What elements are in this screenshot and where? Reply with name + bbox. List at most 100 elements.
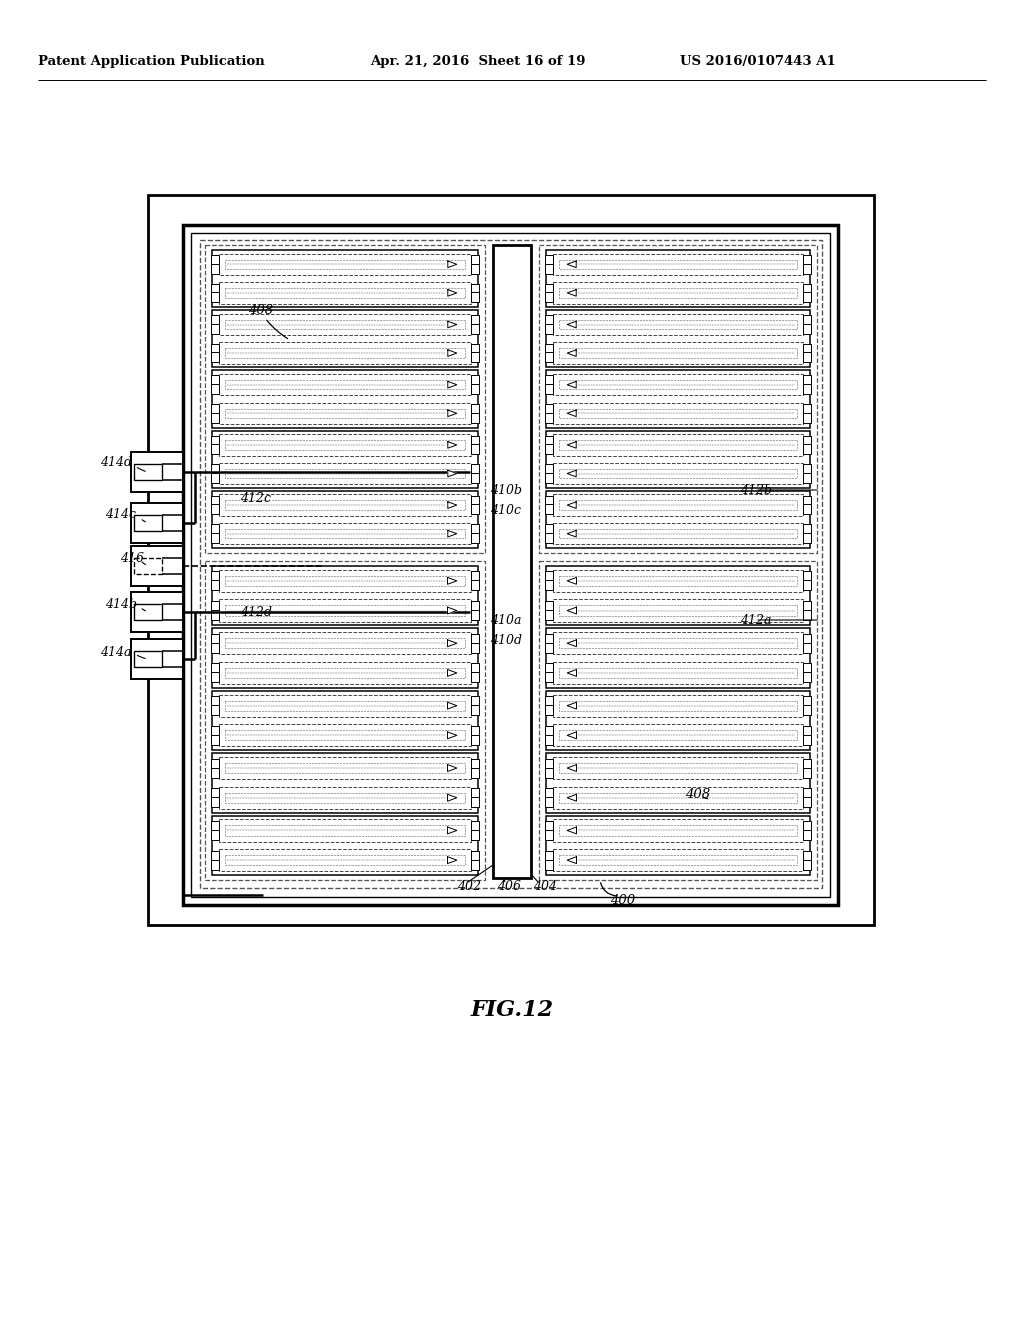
Bar — [803, 797, 811, 808]
Bar — [545, 581, 553, 590]
Bar — [211, 859, 219, 870]
Bar — [803, 601, 811, 611]
Bar — [133, 603, 162, 620]
Bar — [546, 566, 810, 626]
Bar — [219, 463, 471, 484]
Bar — [225, 319, 465, 329]
Bar — [471, 504, 479, 515]
Bar — [803, 436, 811, 446]
Bar — [211, 533, 219, 543]
Bar — [803, 830, 811, 840]
Bar — [803, 610, 811, 620]
Bar — [225, 440, 465, 450]
Bar — [471, 404, 479, 414]
Text: 412d: 412d — [240, 606, 272, 619]
Bar — [205, 561, 485, 880]
Bar — [131, 639, 183, 678]
Bar — [225, 730, 465, 741]
Bar — [211, 284, 219, 293]
Bar — [559, 319, 797, 329]
Bar — [211, 788, 219, 799]
Bar — [559, 348, 797, 358]
Bar — [471, 436, 479, 446]
Bar — [205, 246, 485, 553]
Bar — [471, 413, 479, 422]
Bar — [559, 380, 797, 389]
Bar — [212, 754, 478, 813]
Bar — [211, 384, 219, 393]
Bar — [546, 628, 810, 688]
Bar — [545, 696, 553, 706]
Bar — [553, 570, 803, 591]
Bar — [559, 469, 797, 478]
Bar — [225, 606, 465, 615]
Bar — [545, 413, 553, 422]
Text: US 2016/0107443 A1: US 2016/0107443 A1 — [680, 55, 836, 69]
Bar — [553, 374, 803, 396]
Polygon shape — [567, 640, 577, 647]
Bar — [545, 797, 553, 808]
Bar — [545, 292, 553, 302]
Bar — [559, 440, 797, 450]
Bar — [219, 820, 471, 842]
Bar — [219, 599, 471, 622]
Bar — [212, 310, 478, 367]
Bar — [471, 572, 479, 581]
Polygon shape — [567, 411, 577, 417]
Bar — [803, 413, 811, 422]
Bar — [553, 787, 803, 809]
Text: 400: 400 — [610, 894, 635, 907]
Bar — [559, 792, 797, 803]
Bar — [545, 634, 553, 644]
Bar — [225, 529, 465, 539]
Bar — [211, 504, 219, 515]
Text: 414d: 414d — [100, 455, 132, 469]
Bar — [803, 323, 811, 334]
Bar — [131, 546, 183, 586]
Bar — [471, 767, 479, 777]
Bar — [211, 643, 219, 652]
Bar — [803, 643, 811, 652]
Bar — [211, 473, 219, 483]
Bar — [225, 409, 465, 418]
Bar — [553, 661, 803, 684]
Bar — [803, 375, 811, 385]
Bar — [803, 264, 811, 273]
Bar — [219, 661, 471, 684]
Bar — [225, 288, 465, 297]
Text: 408: 408 — [248, 304, 273, 317]
Polygon shape — [447, 702, 457, 709]
Polygon shape — [447, 531, 457, 537]
Bar — [545, 375, 553, 385]
Bar — [559, 500, 797, 510]
Bar — [219, 314, 471, 335]
Bar — [546, 249, 810, 308]
Bar — [471, 292, 479, 302]
Bar — [225, 469, 465, 478]
Bar — [559, 638, 797, 648]
Bar — [559, 825, 797, 836]
Bar — [539, 246, 817, 553]
Text: FIG.12: FIG.12 — [470, 999, 554, 1020]
Bar — [211, 830, 219, 840]
Bar — [212, 371, 478, 428]
Bar — [471, 473, 479, 483]
Text: 414a: 414a — [100, 645, 131, 659]
Text: 414c: 414c — [105, 508, 136, 521]
Bar — [803, 404, 811, 414]
Bar — [803, 343, 811, 354]
Bar — [546, 690, 810, 750]
Polygon shape — [447, 669, 457, 676]
Bar — [803, 504, 811, 515]
Polygon shape — [567, 669, 577, 676]
Bar — [212, 249, 478, 308]
Bar — [559, 409, 797, 418]
Bar — [545, 643, 553, 652]
Bar — [539, 561, 817, 880]
Bar — [559, 606, 797, 615]
Bar — [471, 465, 479, 474]
Bar — [211, 664, 219, 673]
Bar — [559, 701, 797, 710]
Polygon shape — [447, 289, 457, 296]
Polygon shape — [567, 577, 577, 585]
